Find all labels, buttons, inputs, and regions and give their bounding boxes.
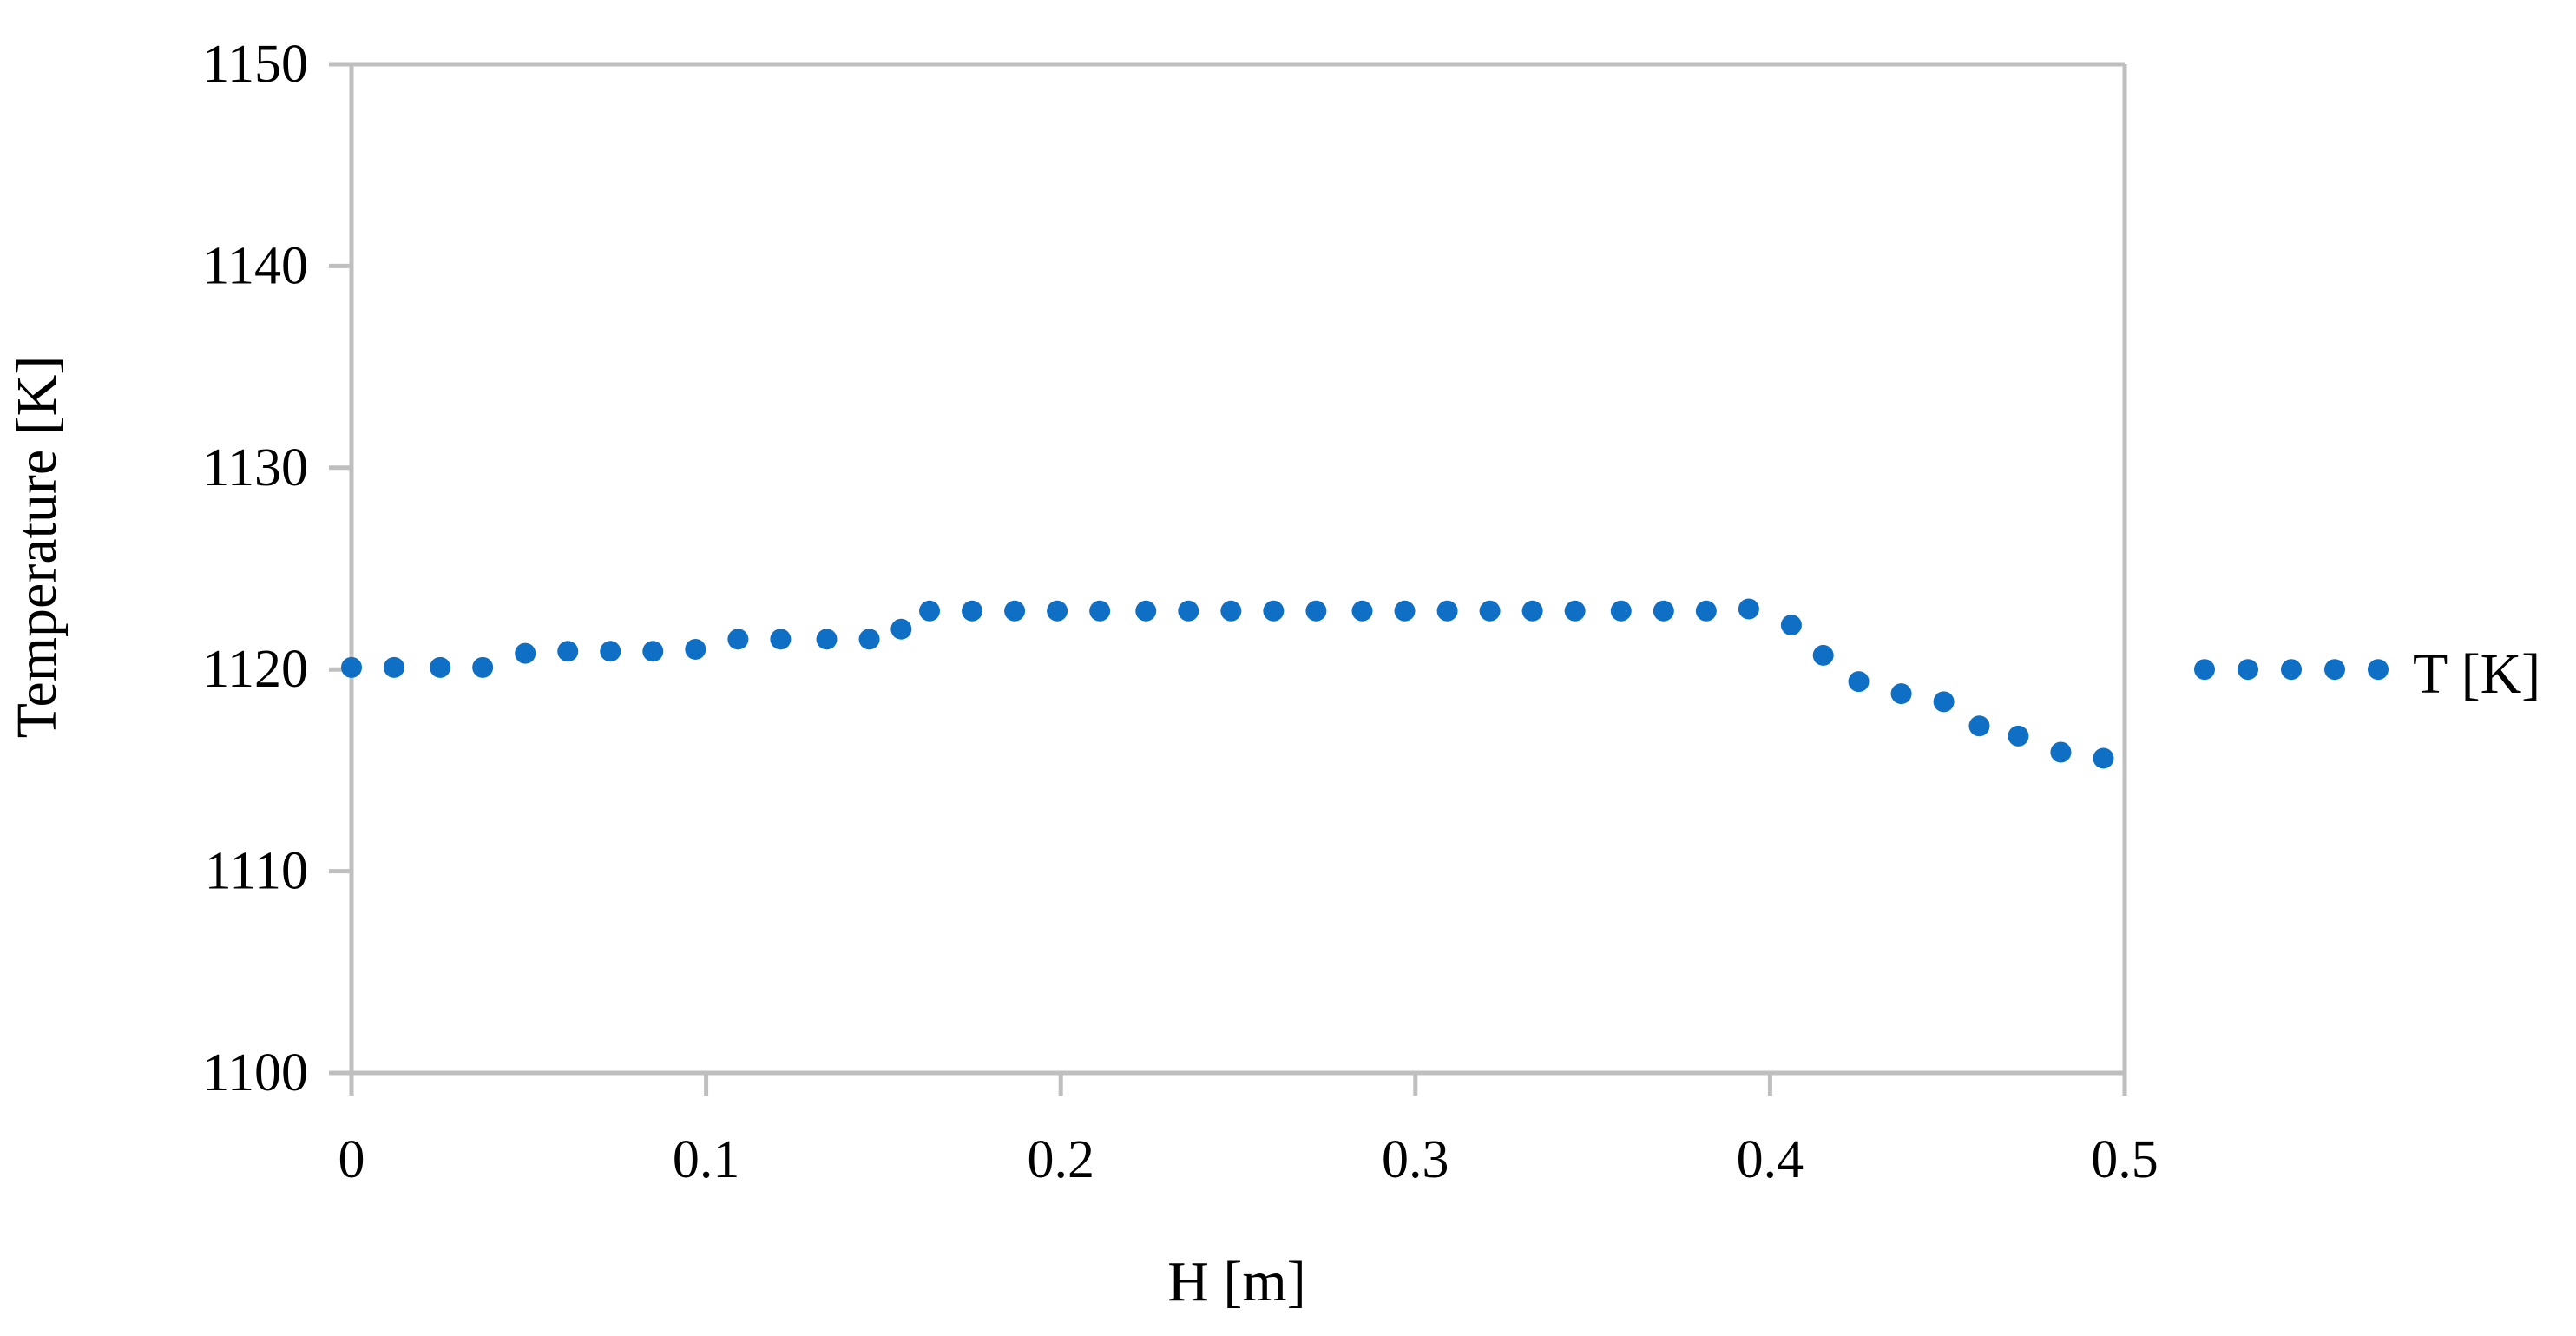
data-point — [890, 618, 912, 640]
axis-ticks — [329, 62, 2127, 1096]
data-point — [515, 642, 536, 664]
data-point — [1004, 600, 1026, 622]
data-point — [642, 641, 664, 662]
y-tick-label: 1100 — [202, 1043, 308, 1102]
data-point — [1089, 600, 1111, 622]
y-tick-label: 1120 — [202, 640, 308, 699]
data-point — [1135, 600, 1157, 622]
y-tick-label: 1150 — [202, 35, 308, 94]
y-tick-label: 1130 — [202, 438, 308, 497]
data-point — [919, 600, 941, 622]
data-point — [1890, 683, 1912, 705]
data-point — [2050, 741, 2072, 763]
y-axis-title: Temperature [K] — [5, 356, 69, 739]
data-point — [1047, 600, 1068, 622]
data-point — [472, 656, 494, 678]
legend: T [K] — [2194, 642, 2540, 706]
data-point — [2008, 725, 2029, 747]
legend-dot — [2194, 659, 2215, 681]
y-tick-labels: 1100 1110 1120 1130 1140 1150 — [202, 35, 308, 1102]
data-point — [1394, 600, 1416, 622]
data-point — [1220, 600, 1242, 622]
x-tick-labels: 0 0.1 0.2 0.3 0.4 0.5 — [338, 1130, 2159, 1189]
data-point — [1812, 644, 1834, 666]
data-point — [2093, 747, 2114, 769]
x-tick-label: 0.5 — [2091, 1130, 2159, 1189]
legend-dot — [2281, 659, 2302, 681]
data-point — [727, 629, 749, 650]
data-point — [1933, 691, 1955, 713]
data-point — [1305, 600, 1327, 622]
data-point — [384, 656, 405, 678]
data-point — [685, 638, 706, 660]
x-tick-label: 0.4 — [1737, 1130, 1804, 1189]
y-tick-label: 1110 — [205, 842, 308, 901]
x-tick-label: 0 — [338, 1130, 365, 1189]
data-point — [430, 656, 451, 678]
data-point — [1780, 615, 1802, 636]
legend-dot — [2324, 659, 2345, 681]
data-point — [557, 641, 579, 662]
data-point — [1263, 600, 1285, 622]
data-point — [858, 629, 880, 650]
plot-frame — [349, 62, 2127, 1076]
data-point — [1653, 600, 1674, 622]
data-point — [1351, 600, 1373, 622]
data-point — [1695, 600, 1717, 622]
data-point — [1436, 600, 1458, 622]
x-tick-label: 0.3 — [1382, 1130, 1449, 1189]
data-point — [770, 629, 792, 650]
x-tick-label: 0.2 — [1027, 1130, 1094, 1189]
data-point — [1479, 600, 1501, 622]
legend-dot — [2238, 659, 2258, 681]
legend-label: T [K] — [2413, 642, 2540, 706]
data-point — [1968, 715, 1990, 737]
data-point — [1848, 671, 1870, 693]
data-point — [1610, 600, 1632, 622]
series-points — [341, 598, 2114, 769]
data-point — [1521, 600, 1543, 622]
legend-marker — [2194, 659, 2389, 681]
data-point — [1564, 600, 1586, 622]
data-point — [600, 641, 621, 662]
data-point — [816, 629, 838, 650]
data-point — [962, 600, 983, 622]
x-axis-title: H [m] — [1167, 1250, 1305, 1313]
data-point — [1738, 598, 1759, 620]
data-point — [341, 656, 362, 678]
x-tick-label: 0.1 — [673, 1130, 740, 1189]
data-point — [1178, 600, 1199, 622]
legend-dot — [2368, 659, 2389, 681]
y-tick-label: 1140 — [202, 236, 308, 295]
